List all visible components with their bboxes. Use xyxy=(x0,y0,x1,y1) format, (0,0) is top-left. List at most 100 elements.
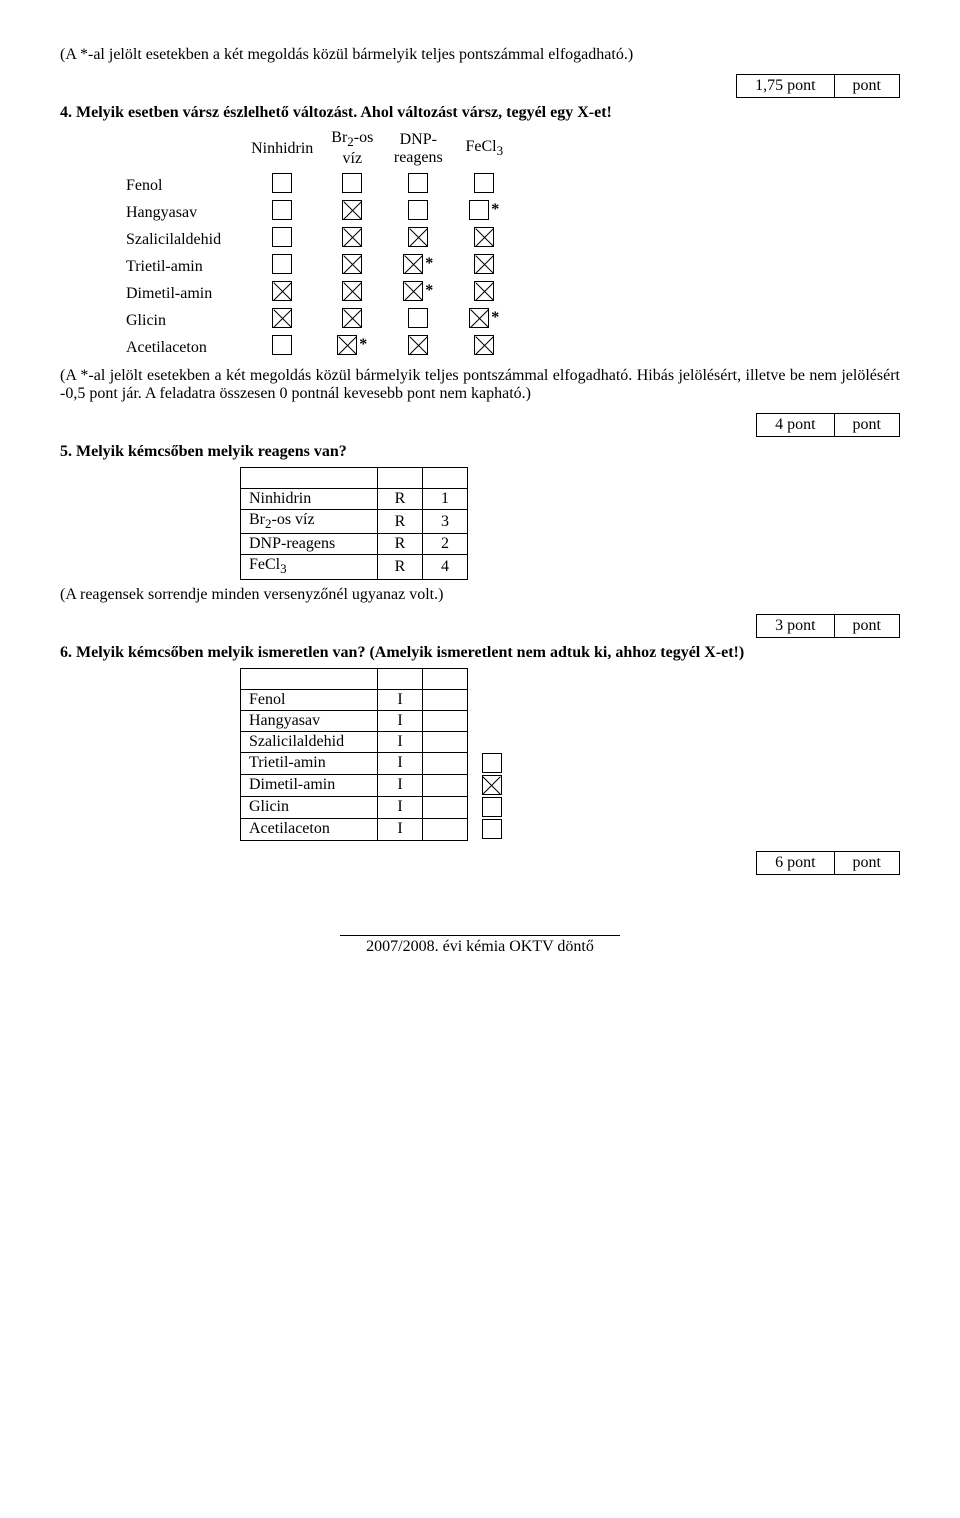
grid-cell xyxy=(245,334,319,361)
checkbox-icon[interactable] xyxy=(272,227,292,247)
score-box-3: 3 pont pont xyxy=(756,614,900,638)
grid-cell xyxy=(451,172,517,199)
checkbox-icon[interactable] xyxy=(474,254,494,274)
table-row: Trietil-aminI xyxy=(241,752,511,774)
q5-text: Melyik kémcsőben melyik reagens van? xyxy=(76,443,347,460)
unknown-name: Trietil-amin xyxy=(241,752,378,774)
score-left: 4 pont xyxy=(756,413,834,437)
col-blank xyxy=(423,731,468,752)
table-row: FeCl3R4 xyxy=(241,555,468,579)
col-letter: I xyxy=(378,689,423,710)
checkbox-icon[interactable] xyxy=(408,308,428,328)
checkbox-icon[interactable] xyxy=(474,335,494,355)
checkbox-icon[interactable] xyxy=(474,227,494,247)
checkbox-icon[interactable] xyxy=(272,335,292,355)
grid-header: Br2-osvíz xyxy=(319,128,385,172)
table5-caption: (A reagensek sorrendje minden versenyzőn… xyxy=(60,586,900,604)
col-number: 2 xyxy=(423,534,468,555)
q6-num: 6. xyxy=(60,644,72,661)
checkbox-icon[interactable] xyxy=(482,775,502,795)
checkbox-icon[interactable] xyxy=(474,281,494,301)
checkbox-icon[interactable] xyxy=(342,173,362,193)
grid-cell: * xyxy=(451,307,517,334)
reagent-name: DNP-reagens xyxy=(241,534,378,555)
score-box-1-75: 1,75 pont pont xyxy=(736,74,900,98)
checkbox-icon[interactable] xyxy=(408,173,428,193)
checkbox-icon[interactable] xyxy=(337,335,357,355)
unknown-name: Acetilaceton xyxy=(241,818,378,840)
grid-cell xyxy=(385,334,451,361)
grid-row: Trietil-amin * xyxy=(120,253,517,280)
grid-cell xyxy=(245,172,319,199)
grid-cell xyxy=(451,280,517,307)
grid-cell xyxy=(319,226,385,253)
grid-header: FeCl3 xyxy=(451,128,517,172)
checkbox-icon[interactable] xyxy=(482,797,502,817)
grid-cell xyxy=(245,307,319,334)
unknown-name: Dimetil-amin xyxy=(241,774,378,796)
col-number: 3 xyxy=(423,510,468,534)
star-marker: * xyxy=(491,201,499,219)
col-blank xyxy=(423,752,468,774)
grid-cell xyxy=(385,226,451,253)
grid-cell xyxy=(319,307,385,334)
grid-footnote: (A *-al jelölt esetekben a két megoldás … xyxy=(60,367,900,403)
checkbox-icon[interactable] xyxy=(272,308,292,328)
checkbox-icon[interactable] xyxy=(482,753,502,773)
checkbox-icon[interactable] xyxy=(342,254,362,274)
checkbox-icon[interactable] xyxy=(342,200,362,220)
col-letter: I xyxy=(378,774,423,796)
col-letter: R xyxy=(378,534,423,555)
checkbox-icon[interactable] xyxy=(469,200,489,220)
score-right: pont xyxy=(835,413,900,437)
checkbox-icon[interactable] xyxy=(408,335,428,355)
grid-cell xyxy=(451,334,517,361)
col-letter: I xyxy=(378,818,423,840)
checkbox-icon[interactable] xyxy=(272,254,292,274)
grid-row-name: Trietil-amin xyxy=(120,253,245,280)
grid-cell xyxy=(385,172,451,199)
table-row: Dimetil-aminI xyxy=(241,774,511,796)
grid-cell xyxy=(319,172,385,199)
checkbox-icon[interactable] xyxy=(272,281,292,301)
grid-row: Fenol xyxy=(120,172,517,199)
grid-cell xyxy=(385,307,451,334)
table-row: Br2-os vízR3 xyxy=(241,510,468,534)
checkbox-icon[interactable] xyxy=(342,281,362,301)
checkbox-icon[interactable] xyxy=(342,308,362,328)
reagent-name: FeCl3 xyxy=(241,555,378,579)
checkbox-icon[interactable] xyxy=(482,819,502,839)
grid-cell xyxy=(319,280,385,307)
grid-header: DNP-reagens xyxy=(385,128,451,172)
checkbox-icon[interactable] xyxy=(403,254,423,274)
score-box-4: 4 pont pont xyxy=(756,413,900,437)
question-4: 4. Melyik esetben vársz észlelhető válto… xyxy=(86,104,900,122)
question-5: 5. Melyik kémcsőben melyik reagens van? xyxy=(86,443,900,461)
grid-cell xyxy=(245,253,319,280)
checkbox-icon[interactable] xyxy=(272,200,292,220)
score-right: pont xyxy=(835,851,900,875)
checkbox-icon[interactable] xyxy=(272,173,292,193)
grid-row: Glicin* xyxy=(120,307,517,334)
score-right: pont xyxy=(835,74,900,98)
col-blank xyxy=(423,774,468,796)
checkbox-icon[interactable] xyxy=(474,173,494,193)
question-6: 6. Melyik kémcsőben melyik ismeretlen va… xyxy=(86,644,900,662)
star-marker: * xyxy=(425,255,433,273)
star-marker: * xyxy=(359,336,367,354)
grid-cell xyxy=(245,199,319,226)
col-letter: I xyxy=(378,752,423,774)
grid-row-name: Szalicilaldehid xyxy=(120,226,245,253)
table-row: HangyasavI xyxy=(241,710,511,731)
checkbox-icon[interactable] xyxy=(408,200,428,220)
page-footer: 2007/2008. évi kémia OKTV döntő xyxy=(340,935,620,956)
checkbox-icon[interactable] xyxy=(342,227,362,247)
side-checkbox-cell xyxy=(468,796,511,818)
checkbox-icon[interactable] xyxy=(403,281,423,301)
unknown-tube-table: FenolI HangyasavI SzalicilaldehidI Triet… xyxy=(240,668,511,841)
table-row: SzalicilaldehidI xyxy=(241,731,511,752)
checkbox-icon[interactable] xyxy=(469,308,489,328)
reagent-name: Ninhidrin xyxy=(241,489,378,510)
checkbox-icon[interactable] xyxy=(408,227,428,247)
grid-cell: * xyxy=(385,253,451,280)
